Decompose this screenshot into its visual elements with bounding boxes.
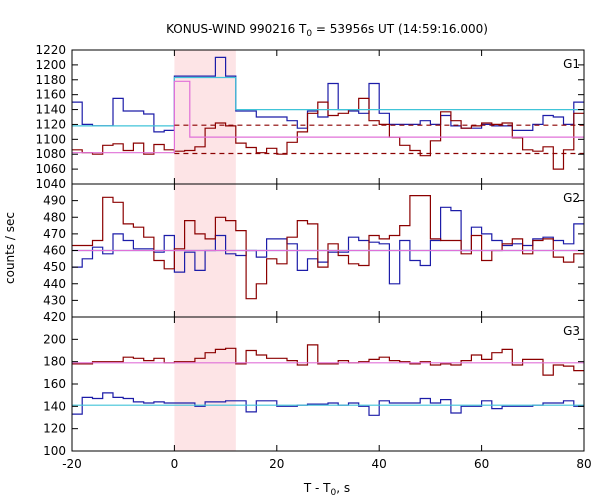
g2-ytick-label: 440 — [43, 277, 66, 291]
xtick-label: 20 — [269, 457, 284, 471]
g1-ytick-label: 1100 — [35, 132, 66, 146]
g2-ytick-label: 450 — [43, 260, 66, 274]
g1-ytick-label: 1040 — [35, 177, 66, 191]
panel-label-g3: G3 — [563, 324, 580, 338]
g3-frame — [71, 316, 585, 452]
y-axis-label: counts / sec — [3, 212, 17, 284]
g3-ytick-label: 120 — [43, 422, 66, 436]
g3-ytick-label: 100 — [43, 444, 66, 458]
panel-label-g2: G2 — [563, 191, 580, 205]
g1-ytick-label: 1140 — [35, 103, 66, 117]
g2-ytick-label: 430 — [43, 293, 66, 307]
g3-ytick-label: 180 — [43, 355, 66, 369]
xtick-label: -20 — [62, 457, 82, 471]
g2-ytick-label: 480 — [43, 210, 66, 224]
g1-series-red — [72, 97, 584, 170]
g2-ytick-label: 490 — [43, 194, 66, 208]
g1-ytick-label: 1080 — [35, 147, 66, 161]
xtick-label: 0 — [171, 457, 179, 471]
xtick-label: 60 — [474, 457, 489, 471]
g3-series-red — [72, 344, 584, 376]
g3-ytick-label: 160 — [43, 377, 66, 391]
g2-ytick-label: 420 — [43, 310, 66, 324]
g3-ytick-label: 200 — [43, 332, 66, 346]
g1-ytick-label: 1120 — [35, 117, 66, 131]
g2-ytick-label: 470 — [43, 227, 66, 241]
g1-ytick-label: 1180 — [35, 73, 66, 87]
g1-ytick-label: 1200 — [35, 58, 66, 72]
chart-title: KONUS-WIND 990216 T0 = 53956s UT (14:59:… — [166, 22, 488, 39]
g1-ytick-label: 1060 — [35, 162, 66, 176]
xtick-label: 40 — [372, 457, 387, 471]
g1-level-pink-1 — [72, 80, 584, 154]
g1-ytick-label: 1160 — [35, 88, 66, 102]
g3-ytick-label: 140 — [43, 399, 66, 413]
g2-series-red — [72, 195, 584, 300]
g1-ytick-label: 1220 — [35, 43, 66, 57]
x-axis-label: T - T0, s — [303, 481, 350, 498]
g1-series-blue — [72, 56, 584, 133]
g2-ytick-label: 460 — [43, 244, 66, 258]
panel-label-g1: G1 — [563, 57, 580, 71]
xtick-label: 80 — [576, 457, 591, 471]
g1-level-cyan-0 — [72, 76, 584, 127]
g3-series-blue — [72, 392, 584, 416]
